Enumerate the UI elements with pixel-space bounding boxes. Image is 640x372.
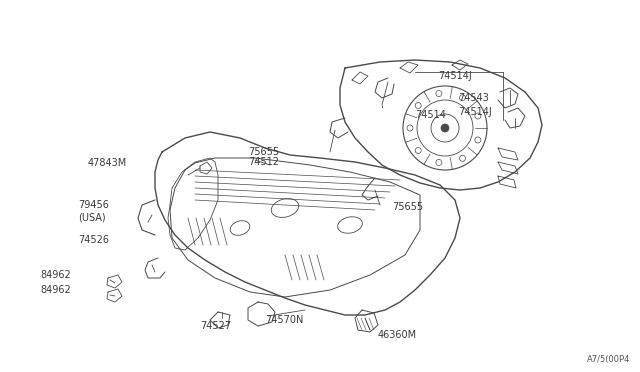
Text: 74570N: 74570N xyxy=(265,315,303,325)
Circle shape xyxy=(441,124,449,132)
Text: 46360M: 46360M xyxy=(378,330,417,340)
Text: 74514: 74514 xyxy=(415,110,446,120)
Text: 74527: 74527 xyxy=(200,321,231,331)
Text: 74514J: 74514J xyxy=(458,107,492,117)
Text: 79456: 79456 xyxy=(78,200,109,210)
Text: A7/5(00P4: A7/5(00P4 xyxy=(587,355,630,364)
Text: 75655: 75655 xyxy=(392,202,423,212)
Text: 47843M: 47843M xyxy=(88,158,127,168)
Text: 74512: 74512 xyxy=(248,157,279,167)
Text: 74543: 74543 xyxy=(458,93,489,103)
Text: (USA): (USA) xyxy=(78,213,106,223)
Text: 84962: 84962 xyxy=(40,285,71,295)
Text: 75655: 75655 xyxy=(248,147,279,157)
Text: 84962: 84962 xyxy=(40,270,71,280)
Text: 74526: 74526 xyxy=(78,235,109,245)
Text: 74514J: 74514J xyxy=(438,71,472,81)
